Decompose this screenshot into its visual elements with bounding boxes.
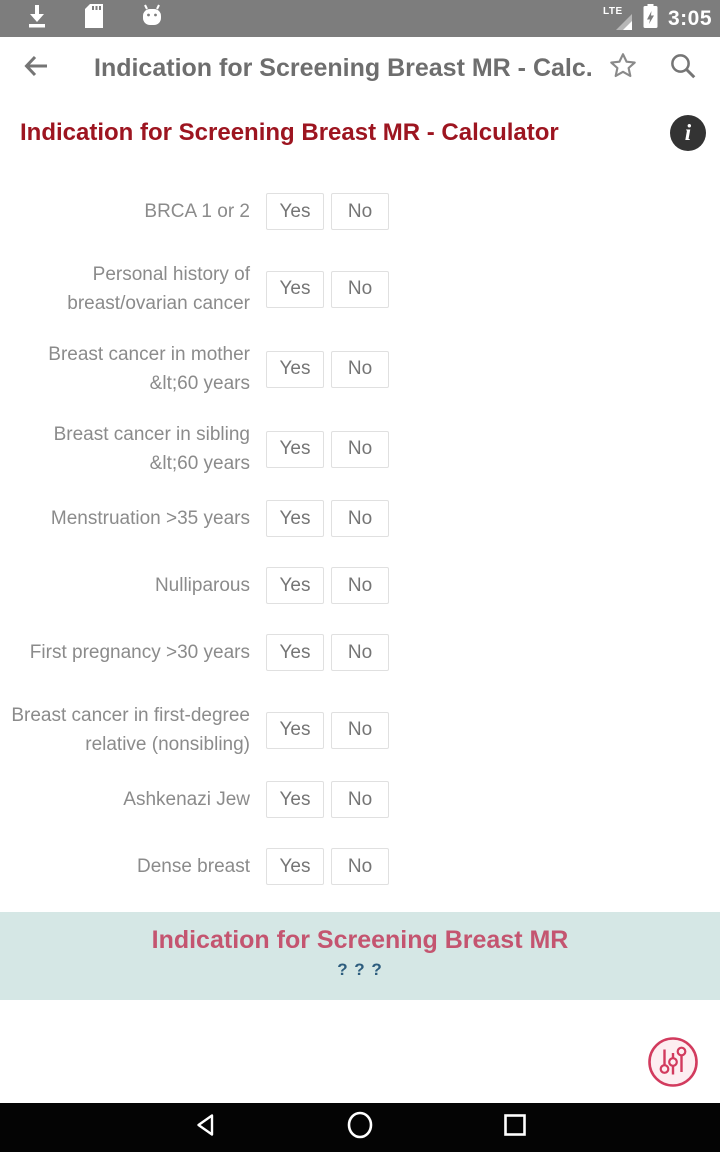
no-button[interactable]: No xyxy=(331,430,389,468)
back-icon xyxy=(192,1112,218,1143)
android-icon xyxy=(140,4,164,33)
result-title: Indication for Screening Breast MR xyxy=(151,926,569,954)
status-time: 3:05 xyxy=(667,6,712,30)
form-row: Personal history of breast/ovarian cance… xyxy=(0,260,720,318)
yes-button[interactable]: Yes xyxy=(266,500,324,537)
yes-no-group: Yes No xyxy=(266,848,389,885)
form-row: BRCA 1 or 2 Yes No xyxy=(0,193,720,230)
nav-home-button[interactable] xyxy=(340,1103,380,1152)
nav-recents-button[interactable] xyxy=(495,1103,535,1152)
arrow-left-icon xyxy=(20,50,52,87)
yes-no-group: Yes No xyxy=(266,500,389,537)
result-banner: Indication for Screening Breast MR ? ? ? xyxy=(0,912,720,1000)
home-icon xyxy=(346,1111,374,1144)
form-row: Menstruation >35 years Yes No xyxy=(0,500,720,537)
form-row: Breast cancer in sibling &lt;60 years Ye… xyxy=(0,420,720,478)
no-button[interactable]: No xyxy=(331,500,389,537)
yes-button[interactable]: Yes xyxy=(266,848,324,885)
no-button[interactable]: No xyxy=(331,848,389,885)
yes-no-group: Yes No xyxy=(266,634,389,671)
question-label: Breast cancer in mother &lt;60 years xyxy=(48,344,250,394)
question-label: Nulliparous xyxy=(154,575,250,596)
download-icon xyxy=(26,3,48,34)
app-bar-title: Indication for Screening Breast MR - Cal… xyxy=(94,54,594,82)
network-type-label: LTE xyxy=(602,5,623,17)
recents-icon xyxy=(503,1113,527,1142)
yes-button[interactable]: Yes xyxy=(266,634,324,671)
search-button[interactable] xyxy=(652,37,714,100)
android-nav-bar xyxy=(0,1103,720,1152)
no-button[interactable]: No xyxy=(331,781,389,818)
form-row: Breast cancer in first-degree relative (… xyxy=(0,701,720,759)
favorite-button[interactable] xyxy=(594,37,652,100)
yes-button[interactable]: Yes xyxy=(266,430,324,468)
sliders-icon xyxy=(646,1037,700,1093)
info-icon: i xyxy=(684,120,692,145)
form-row: Nulliparous Yes No xyxy=(0,567,720,604)
status-left-icons xyxy=(26,3,164,34)
question-label: BRCA 1 or 2 xyxy=(144,201,250,222)
no-button[interactable]: No xyxy=(331,567,389,604)
question-label: Breast cancer in sibling &lt;60 years xyxy=(53,424,250,474)
yes-no-group: Yes No xyxy=(266,711,389,749)
no-button[interactable]: No xyxy=(331,270,389,308)
yes-button[interactable]: Yes xyxy=(266,193,324,230)
filters-fab-button[interactable] xyxy=(646,1035,700,1089)
form-row: Breast cancer in mother &lt;60 years Yes… xyxy=(0,340,720,398)
nav-back-button[interactable] xyxy=(185,1103,225,1152)
result-value: ? ? ? xyxy=(337,960,383,979)
back-button[interactable] xyxy=(0,37,72,100)
app-bar: Indication for Screening Breast MR - Cal… xyxy=(0,37,720,100)
star-outline-icon xyxy=(607,50,639,87)
yes-no-group: Yes No xyxy=(266,350,389,388)
yes-button[interactable]: Yes xyxy=(266,711,324,749)
form-row: Dense breast Yes No xyxy=(0,848,720,885)
info-button[interactable]: i xyxy=(670,115,706,151)
yes-no-group: Yes No xyxy=(266,430,389,468)
yes-no-group: Yes No xyxy=(266,567,389,604)
status-bar: LTE 3:05 xyxy=(0,0,720,37)
yes-button[interactable]: Yes xyxy=(266,567,324,604)
question-label: Personal history of breast/ovarian cance… xyxy=(67,264,250,314)
page-title: Indication for Screening Breast MR - Cal… xyxy=(20,119,559,146)
yes-no-group: Yes No xyxy=(266,270,389,308)
no-button[interactable]: No xyxy=(331,634,389,671)
status-right-icons: LTE 3:05 xyxy=(603,2,712,35)
question-label: Menstruation >35 years xyxy=(50,508,250,529)
sd-card-icon xyxy=(84,3,104,34)
search-icon xyxy=(668,51,698,86)
battery-charging-icon xyxy=(642,2,659,35)
question-label: Breast cancer in first-degree relative (… xyxy=(11,705,250,755)
yes-button[interactable]: Yes xyxy=(266,781,324,818)
yes-button[interactable]: Yes xyxy=(266,350,324,388)
form-row: First pregnancy >30 years Yes No xyxy=(0,634,720,671)
yes-no-group: Yes No xyxy=(266,781,389,818)
form-rows: BRCA 1 or 2 Yes No Personal history of b… xyxy=(0,193,720,885)
question-label: Ashkenazi Jew xyxy=(123,789,250,810)
yes-button[interactable]: Yes xyxy=(266,270,324,308)
no-button[interactable]: No xyxy=(331,193,389,230)
no-button[interactable]: No xyxy=(331,350,389,388)
question-label: First pregnancy >30 years xyxy=(29,642,250,663)
no-button[interactable]: No xyxy=(331,711,389,749)
yes-no-group: Yes No xyxy=(266,193,389,230)
signal-lte-icon: LTE xyxy=(603,5,633,33)
question-label: Dense breast xyxy=(136,856,250,877)
form-row: Ashkenazi Jew Yes No xyxy=(0,781,720,818)
